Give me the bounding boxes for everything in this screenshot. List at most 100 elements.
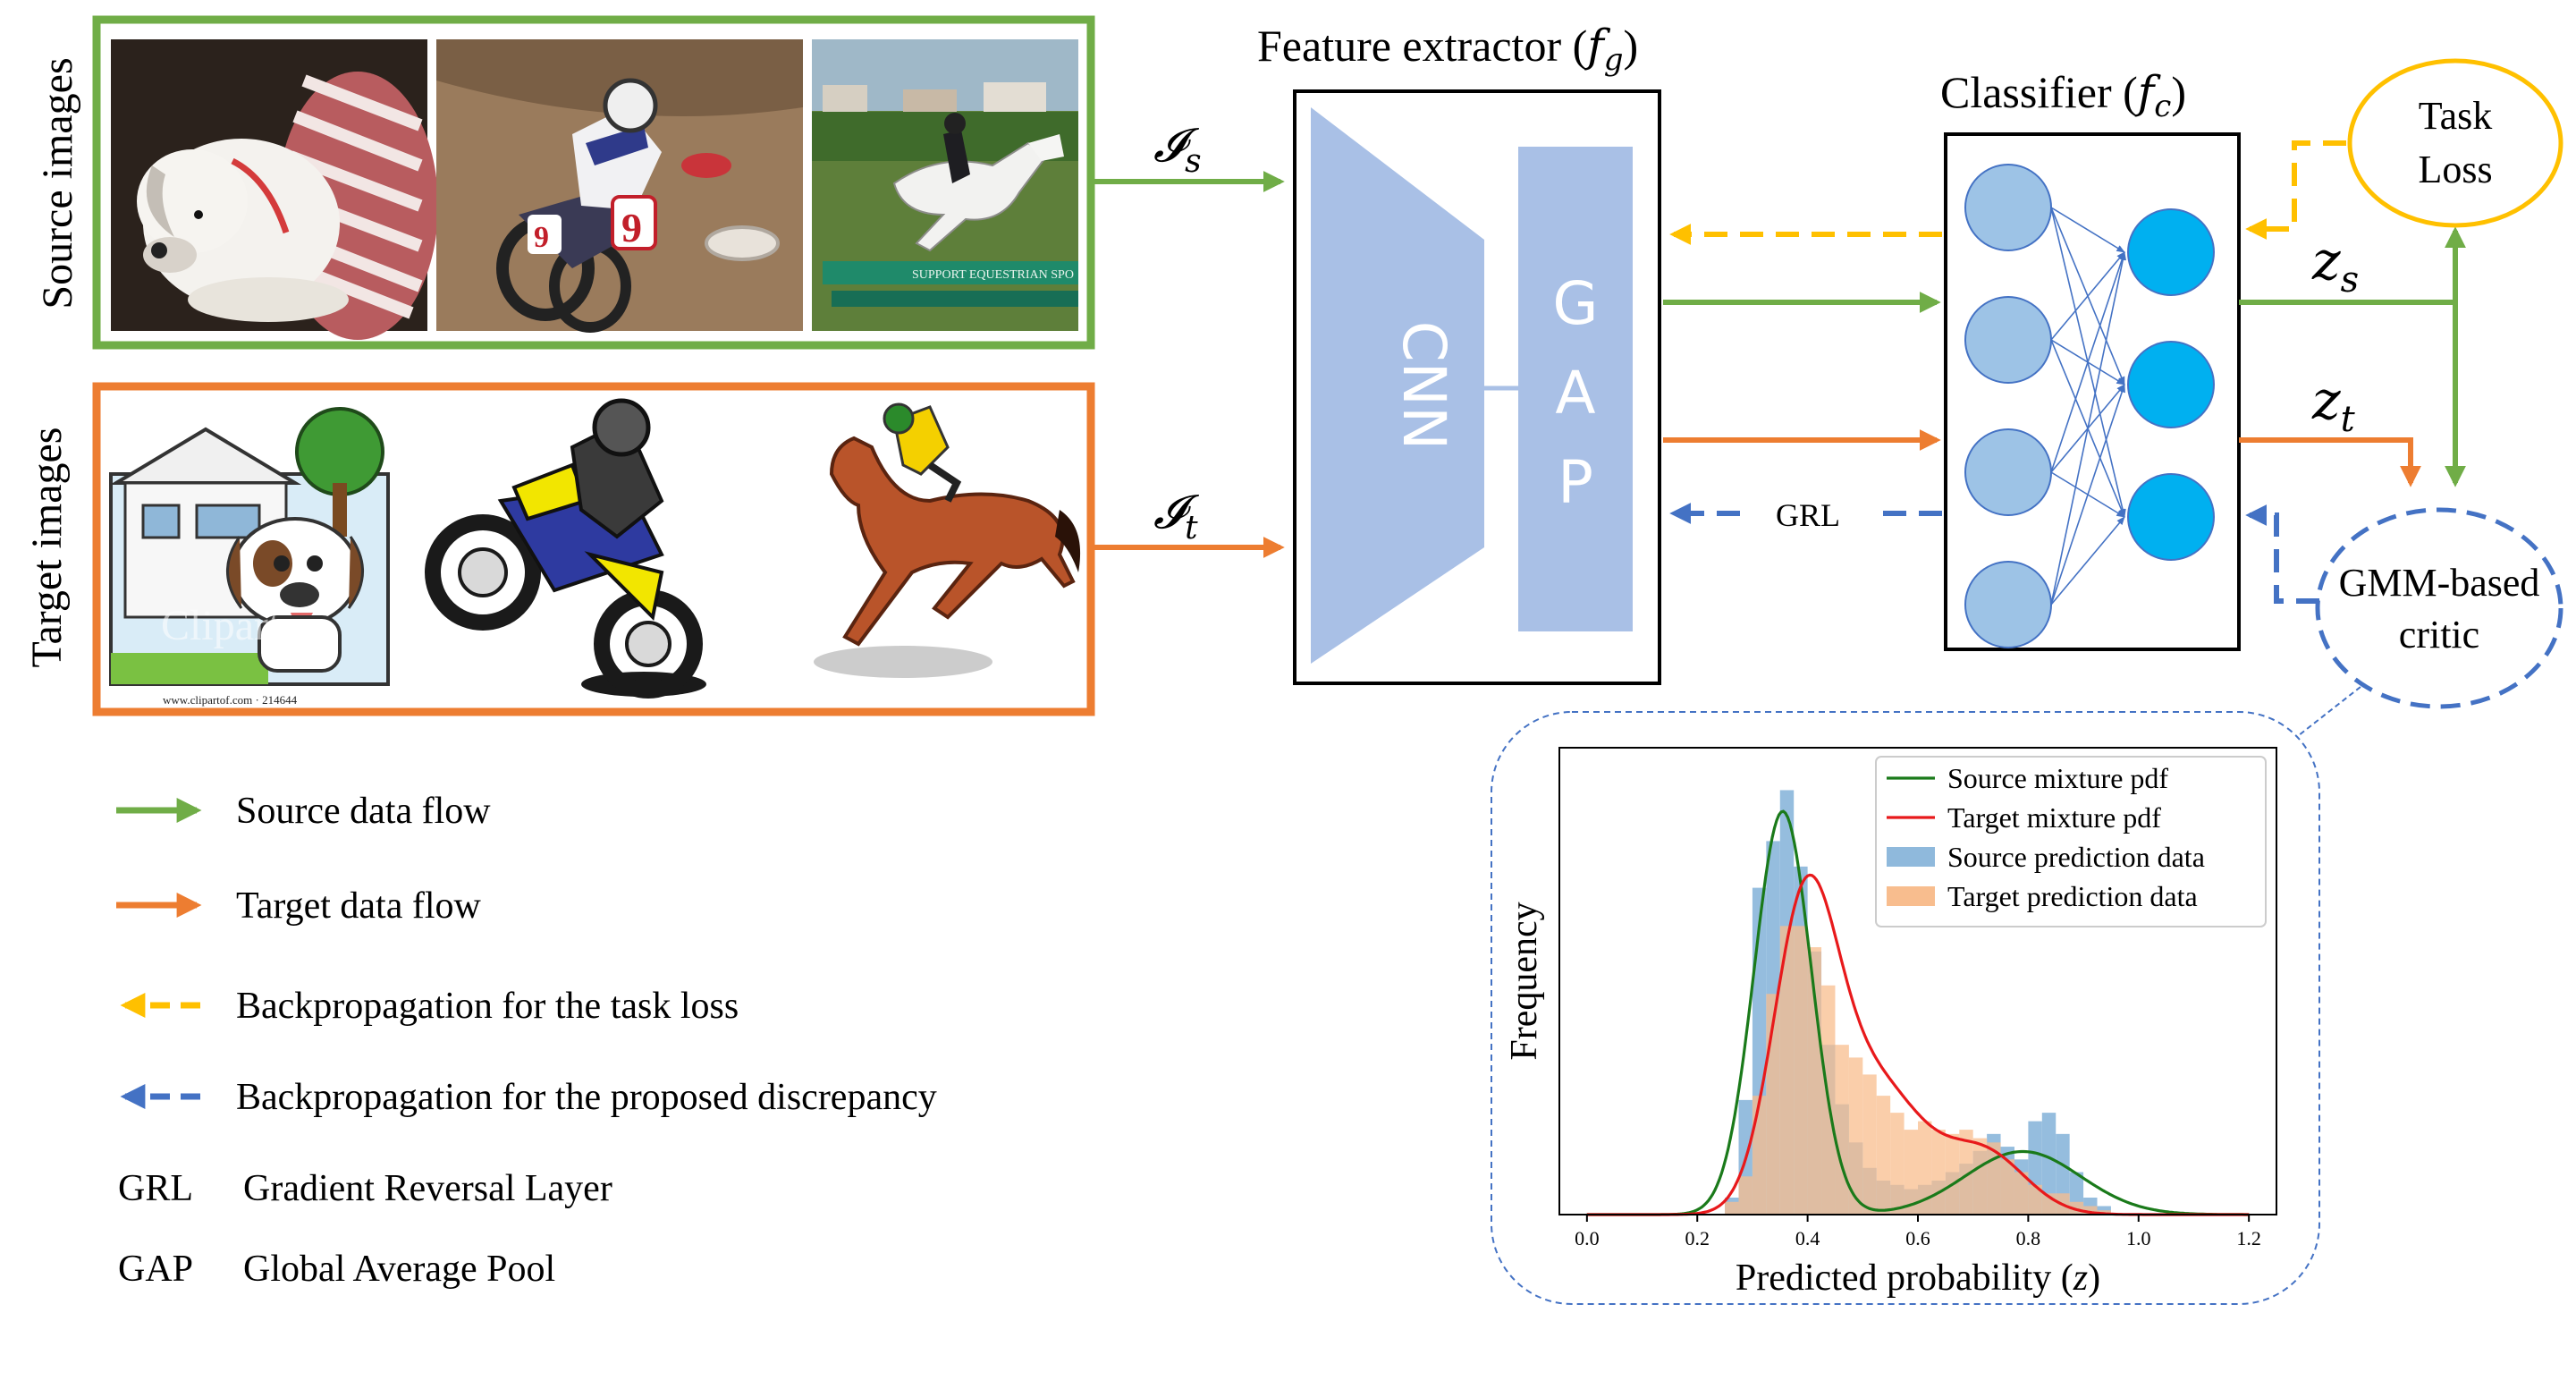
nn-edge [2050,251,2125,473]
nn-edge [2050,251,2125,341]
target-hist-bar [2014,1172,2029,1215]
hidden-neuron-3 [1964,428,2052,516]
target-image-cartoon-dog: Clipart www.clipartof.com · 214644 [109,402,410,707]
hidden-neuron-4 [1964,561,2052,648]
source-images-label: Source images [34,57,81,309]
target-hist-bar [1862,1074,1877,1215]
target-hist-bar [1738,1176,1753,1215]
gap-letter-a: A [1555,359,1595,428]
target-hist-bar [2000,1159,2014,1215]
nn-edge [2050,251,2126,606]
source-mixture-pdf-line [1586,809,2250,1216]
legend-source-text: Source data flow [236,791,491,832]
y-axis-label: Frequency [1504,902,1545,1060]
target-watermark: Clipart [161,602,281,649]
target-hist-bar [1959,1130,1973,1215]
target-input-label: 𝓘t [1153,486,1200,546]
target-hist-bar [2028,1184,2042,1215]
source-hist-bar [2041,1113,2057,1215]
chart-legend-swatch [1887,886,1935,906]
source-sign-text: SUPPORT EQUESTRIAN SPO [912,268,1074,282]
chart-legend-swatch [1887,847,1935,867]
chart-legend-label: Source mixture pdf [1947,762,2168,794]
x-tick-label: 0.0 [1575,1227,1600,1249]
output-neuron-2 [2127,341,2215,428]
source-images-group: Source images [34,15,1095,350]
target-hist-bar [1918,1121,1932,1215]
target-hist-bar [1752,1096,1767,1215]
classifier-nodes [1964,164,2215,648]
target-hist-bar [1835,1045,1849,1215]
backprop-disc-arrow-to-classifier [2245,504,2319,604]
task-loss-node [2347,58,2563,228]
gap-letter-g: G [1552,269,1598,338]
gmm-critic-line1: GMM-based [2339,561,2540,605]
svg-text:9: 9 [534,221,549,254]
x-tick-label: 0.8 [2016,1227,2041,1249]
gap-letter-p: P [1558,448,1593,517]
target-hist-bar [1945,1133,1960,1215]
legend-grl-abbr: GRL [118,1168,193,1209]
target-hist-bar [1931,1130,1946,1215]
nn-edge [2050,516,2125,606]
target-hist-bar [1890,1113,1905,1215]
zt-output-arrow [2239,437,2421,487]
gap-block [1518,147,1633,631]
classifier-edges [2050,207,2126,606]
chart-legend-label: Target mixture pdf [1947,801,2161,834]
target-hist-bar [1972,1138,1988,1215]
cnn-label: CNN [1389,321,1458,451]
nn-edge [2050,207,2125,253]
target-hist-bar [2083,1206,2098,1215]
x-tick-label: 1.2 [2236,1227,2261,1249]
task-loss-line2: Loss [2418,148,2492,191]
gmm-critic-line2: critic [2399,613,2479,656]
classifier-title: Classifier (fc) [1940,66,2186,124]
x-tick-label: 0.2 [1685,1227,1710,1249]
feature-extractor: Feature extractor (fg) CNN G A P [1257,20,1661,685]
classifier: Classifier (fc) [1940,66,2241,651]
gmm-histogram-chart: 0.0 0.2 0.4 0.6 0.8 1.0 1.2 Predicted probabili… [1504,747,2277,1299]
legend-target-text: Target data flow [236,885,482,927]
svg-text:9: 9 [621,205,642,250]
output-neuron-3 [2127,473,2215,561]
gmm-critic-node [2315,507,2563,709]
hidden-neuron-2 [1964,296,2052,384]
legend-grl-full: Gradient Reversal Layer [243,1168,612,1209]
critic-to-chart-connector [2293,686,2361,740]
hidden-neuron-1 [1964,164,2052,251]
target-image-cartoon-bike [422,398,706,699]
source-image-equestrian: SUPPORT EQUESTRIAN SPO [812,39,1078,331]
nn-edge [2050,384,2125,606]
legend: Source data flow Target data flow Backpr… [116,791,937,1290]
x-axis-label: Predicted probability (z) [1736,1258,2100,1299]
target-hist-bar [1904,1130,1918,1215]
zt-label: zt [2311,369,2356,440]
target-hist-bar [1794,926,1808,1215]
chart-legend-label: Target prediction data [1947,880,2198,912]
x-tick-label: 0.6 [1905,1227,1930,1249]
backprop-task-arrow-to-classifier [2245,140,2346,240]
grl-label: GRL [1776,497,1840,533]
chart-legend-label: Source prediction data [1947,841,2205,873]
source-image-motocross: 9 9 [436,39,803,333]
output-neuron-1 [2127,208,2215,296]
x-tick-label: 1.0 [2126,1227,2151,1249]
legend-disc-text: Backpropagation for the proposed discrep… [236,1077,937,1118]
zs-label: zs [2311,230,2359,301]
feature-extractor-title: Feature extractor (fg) [1257,20,1638,78]
chart-legend-box [1875,756,2267,927]
x-tick-label: 0.4 [1795,1227,1820,1249]
target-hist-bar [1725,1201,1739,1215]
legend-gap-full: Global Average Pool [243,1249,555,1290]
task-loss-line1: Task [2419,94,2492,138]
target-image-cartoon-horse [801,402,1081,698]
target-hist-bar [1779,926,1795,1215]
source-image-dog [111,39,438,340]
target-hist-bar [1876,1096,1891,1215]
source-input-label: 𝓘s [1153,119,1202,180]
cnn-block [1311,107,1484,664]
legend-gap-abbr: GAP [118,1249,193,1290]
target-hist-bar [1848,1057,1863,1215]
target-images-group: Target images Clipart www.clipartof.com … [23,382,1095,716]
